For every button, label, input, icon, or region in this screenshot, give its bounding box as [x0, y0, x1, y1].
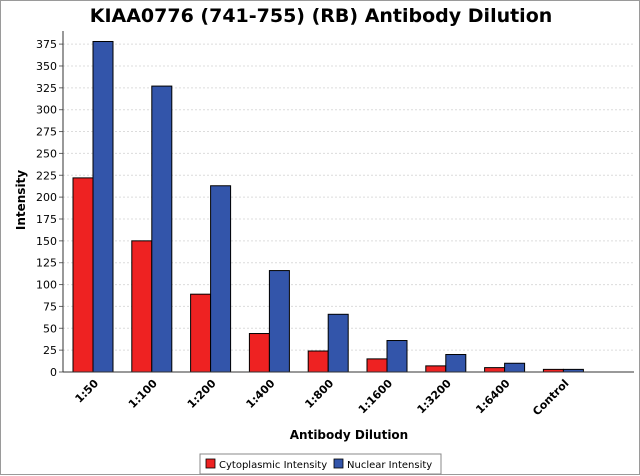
legend-label-nuclear: Nuclear Intensity — [347, 460, 432, 471]
y-tick-label: 325 — [36, 82, 57, 95]
axes — [59, 31, 634, 373]
x-axis-title: Antibody Dilution — [290, 428, 408, 442]
bar-nuclear — [210, 185, 232, 373]
x-tick-label: 1:100 — [126, 377, 160, 411]
y-tick-label: 350 — [36, 60, 57, 73]
legend-swatch-cytoplasmic — [205, 458, 216, 469]
bar-cytoplasmic — [131, 240, 153, 373]
y-axis-title: Intensity — [14, 170, 28, 230]
bar-cytoplasmic — [366, 358, 388, 373]
legend-label-cytoplasmic: Cytoplasmic Intensity — [219, 460, 327, 471]
y-tick-label: 125 — [36, 257, 57, 270]
bar-nuclear — [327, 313, 349, 373]
y-tick-label: 0 — [50, 366, 57, 379]
bar-cytoplasmic — [72, 177, 94, 373]
bar-cytoplasmic — [190, 293, 212, 373]
bar-nuclear — [151, 85, 173, 373]
x-tick-label: 1:1600 — [356, 377, 396, 417]
x-tick-label: 1:6400 — [473, 377, 513, 417]
x-tick-label: 1:200 — [185, 377, 219, 411]
y-tick-label: 175 — [36, 213, 57, 226]
bars — [72, 40, 584, 373]
y-tick-label: 150 — [36, 235, 57, 248]
x-tick-label: 1:800 — [302, 377, 336, 411]
bar-nuclear — [92, 40, 114, 373]
bar-nuclear — [504, 362, 526, 373]
bar-cytoplasmic — [425, 365, 447, 373]
y-tick-label: 25 — [43, 344, 57, 357]
y-tick-label: 200 — [36, 191, 57, 204]
x-tick-label: 1:3200 — [415, 377, 455, 417]
bar-cytoplasmic — [248, 333, 270, 373]
y-tick-label: 275 — [36, 126, 57, 139]
gridlines — [63, 43, 634, 351]
legend-swatch-nuclear — [333, 458, 344, 469]
bar-cytoplasmic — [484, 367, 506, 373]
bar-nuclear — [268, 270, 290, 373]
y-tick-label: 250 — [36, 147, 57, 160]
x-tick-label: 1:400 — [244, 377, 278, 411]
x-tick-label: 1:50 — [73, 377, 102, 406]
y-tick-label: 75 — [43, 300, 57, 313]
x-tick-labels: 1:50 1:100 1:200 1:400 1:800 1:1600 1:3200 1:64… — [73, 377, 572, 419]
bar-cytoplasmic — [307, 350, 329, 373]
bar-nuclear — [445, 354, 467, 373]
y-tick-label: 375 — [36, 38, 57, 51]
chart-title: KIAA0776 (741-755) (RB) Antibody Dilutio… — [90, 5, 553, 27]
y-tick-label: 225 — [36, 169, 57, 182]
y-tick-label: 100 — [36, 279, 57, 292]
y-tick-label: 50 — [43, 322, 57, 335]
y-tick-labels: 0 25 50 75 100 125 150 175 200 225 250 275 300 325 350… — [36, 38, 57, 379]
bar-nuclear — [386, 340, 408, 373]
legend-box — [199, 453, 442, 475]
y-tick-label: 300 — [36, 104, 57, 117]
x-tick-label: Control — [530, 377, 571, 418]
legend: Cytoplasmic Intensity Nuclear Intensity — [199, 453, 442, 475]
